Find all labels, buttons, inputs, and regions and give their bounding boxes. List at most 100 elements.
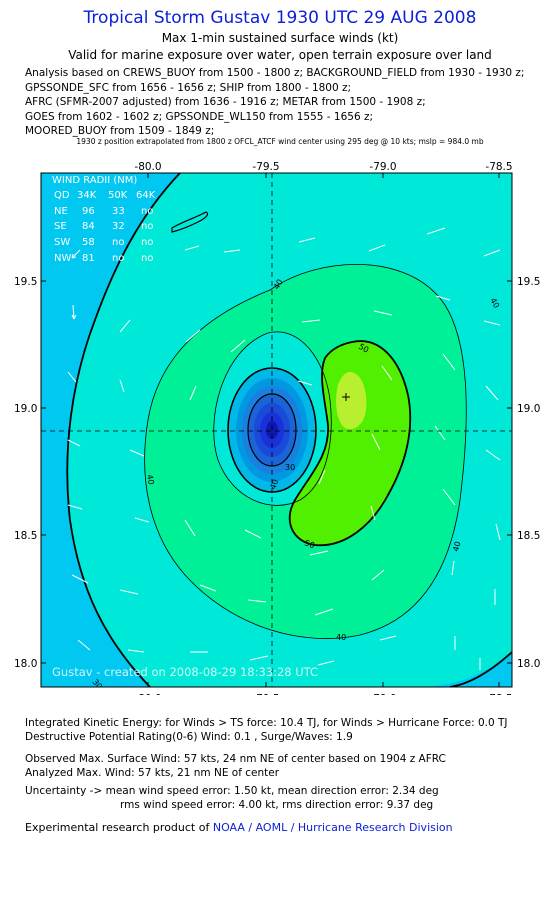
- wind-radii-cell: no: [141, 237, 153, 248]
- wind-arrow: [451, 560, 455, 576]
- observed-max-line: Observed Max. Surface Wind: 57 kts, 24 n…: [25, 753, 446, 765]
- wind-arrow: [483, 249, 501, 257]
- lat-tick-label: 19.0: [14, 403, 37, 415]
- wind-arrow: [309, 550, 329, 556]
- lon-tick-label: -80.0: [134, 161, 161, 173]
- lat-tick-label: 18.0: [14, 658, 37, 670]
- lon-tick-label: -79.5: [252, 693, 279, 695]
- wind-arrow: [184, 245, 200, 251]
- wind-arrow: [230, 339, 246, 353]
- contour-label: 50: [303, 538, 316, 550]
- wind-arrow: [434, 425, 446, 441]
- contour-label: 40: [336, 633, 346, 642]
- island-jamaica: [171, 211, 209, 233]
- wind-radii-cell: NW: [54, 253, 71, 264]
- wind-arrow: [298, 237, 316, 243]
- wind-radii-cell: 84: [82, 221, 95, 232]
- wind-arrow: [119, 379, 125, 393]
- analysis-line: GPSSONDE_SFC from 1656 - 1656 z; SHIP fr…: [25, 81, 352, 94]
- analysis-line: AFRC (SFMR-2007 adjusted) from 1636 - 19…: [25, 96, 426, 108]
- analysis-line: MOORED_BUOY from 1509 - 1849 z;: [25, 125, 215, 137]
- contour-label: 30: [90, 678, 103, 692]
- contour-label: 30: [285, 463, 295, 472]
- wind-radii-header: 50K: [108, 190, 128, 201]
- wind-arrow: [71, 574, 89, 584]
- wind-arrow: [426, 227, 446, 235]
- lon-tick-label: -79.5: [252, 161, 279, 173]
- lon-tick-label: -79.0: [369, 693, 396, 695]
- analyzed-max-line: Analyzed Max. Wind: 57 kts, 21 nm NE of …: [25, 767, 280, 779]
- lat-tick-label: 19.0: [517, 403, 540, 415]
- wind-arrow: [199, 584, 217, 592]
- analysis-sources: Analysis based on CREWS_BUOY from 1500 -…: [25, 66, 524, 139]
- wind-arrow: [318, 469, 326, 485]
- wind-radii-cell: no: [112, 237, 124, 248]
- wind-radii-header: QD: [54, 190, 70, 201]
- subtitle-winds: Max 1-min sustained surface winds (kt): [161, 31, 399, 45]
- wind-arrow: [371, 569, 385, 581]
- wind-arrow: [67, 439, 81, 447]
- wind-arrow: [435, 295, 451, 301]
- fill-50-60: [289, 341, 411, 546]
- wind-arrow: [301, 319, 321, 323]
- wind-arrow: [249, 655, 269, 661]
- subtitle-exposure: Valid for marine exposure over water, op…: [68, 48, 492, 62]
- contour-label: 40: [451, 540, 462, 552]
- wind-arrow: [381, 365, 393, 381]
- wind-radii-cell: no: [141, 221, 153, 232]
- contour-line-30-se: [449, 651, 512, 687]
- wind-arrow: [185, 329, 201, 343]
- wind-arrow: [134, 517, 150, 523]
- wind-arrow: [129, 449, 145, 457]
- extrapolation-note: 1930 z position extrapolated from 1800 z…: [76, 137, 484, 146]
- wind-radii-cell: no: [112, 253, 124, 264]
- lat-tick-label: 19.5: [517, 276, 540, 288]
- uncertainty-line-1: Uncertainty -> mean wind speed error: 1.…: [25, 785, 439, 797]
- lat-tick-label: 18.5: [517, 530, 540, 542]
- wind-arrow: [317, 660, 335, 666]
- wind-radii-cell: no: [141, 253, 153, 264]
- contour-label: 40: [488, 297, 501, 310]
- wind-arrow: [247, 599, 267, 603]
- lat-tick-label: 18.0: [517, 658, 540, 670]
- wind-arrow: [71, 249, 81, 259]
- contour-line-30-outer: [66, 173, 181, 687]
- wind-arrow: [370, 505, 376, 521]
- contour-label: 40: [272, 278, 285, 291]
- wind-radii-cell: SW: [54, 237, 70, 248]
- lon-tick-label: -78.5: [485, 161, 512, 173]
- wind-arrow: [442, 488, 456, 506]
- ike-line: Integrated Kinetic Energy: for Winds > T…: [25, 717, 508, 729]
- contour-label: 40: [268, 478, 280, 491]
- wind-arrow: [495, 523, 501, 541]
- footer-max-wind: Observed Max. Surface Wind: 57 kts, 24 n…: [25, 752, 446, 780]
- wind-arrow: [67, 504, 83, 510]
- tick-marks: [41, 173, 512, 687]
- wind-arrow: [371, 433, 381, 451]
- contour-label: 50: [357, 342, 370, 355]
- wind-arrow: [485, 385, 499, 401]
- wind-radii-table: WIND RADII (NM) QD 34K 50K 64K NE 96 33 …: [52, 175, 156, 264]
- wind-radii-cell: SE: [54, 221, 67, 232]
- wind-radii-cell: 81: [82, 253, 95, 264]
- wind-arrow: [184, 519, 196, 537]
- map-title: Tropical Storm Gustav 1930 UTC 29 AUG 20…: [83, 8, 477, 28]
- wind-arrow: [127, 649, 145, 653]
- wind-vectors: [67, 227, 501, 670]
- wind-arrow: [297, 380, 313, 386]
- plot-frame: [40, 172, 513, 688]
- wind-radii-header: 34K: [77, 190, 97, 201]
- wind-arrow: [314, 608, 334, 616]
- noaa-link[interactable]: NOAA / AOML / Hurricane Research Divisio…: [212, 821, 453, 834]
- fill-60-64: [336, 372, 367, 430]
- wind-arrow: [119, 589, 139, 595]
- wind-radii-cell: 33: [112, 206, 125, 217]
- contour-fills: 40 40 40 40 40 50 50 30 40 30 WIND RADII…: [41, 173, 512, 692]
- wind-arrow: [71, 304, 77, 320]
- dpr-line: Destructive Potential Rating(0-6) Wind: …: [25, 731, 353, 743]
- analysis-line: GOES from 1602 - 1602 z; GPSSONDE_WL150 …: [25, 110, 374, 123]
- wind-radii-cell: no: [141, 206, 153, 217]
- contour-line-50: [288, 340, 412, 547]
- wind-arrow: [77, 639, 91, 651]
- contour-label-group: 40 40 40 40 40 50 50 30 40 30: [90, 278, 501, 692]
